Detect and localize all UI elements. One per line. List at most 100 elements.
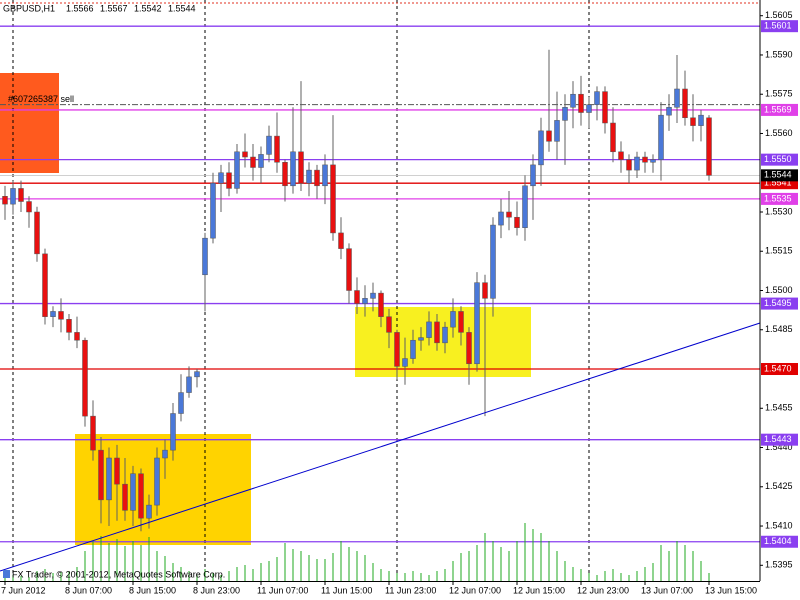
candle-body [458, 311, 464, 333]
volumes [4, 523, 710, 581]
candle-body [514, 216, 520, 228]
candle-body [666, 107, 672, 116]
candle-body [570, 93, 576, 108]
candle-body [698, 114, 704, 126]
x-tick-label: 12 Jun 07:00 [449, 585, 501, 595]
price-level-label: 1.5470 [764, 363, 792, 373]
x-tick-label: 7 Jun 2012 [1, 585, 46, 595]
candle-body [218, 172, 224, 184]
y-tick-label: 1.5590 [765, 49, 793, 59]
candle-body [18, 188, 24, 202]
price-level-label: 1.5569 [764, 104, 792, 114]
candle-body [298, 151, 304, 184]
candle-body [546, 130, 552, 142]
candle-body [402, 358, 408, 367]
x-tick-label: 8 Jun 23:00 [193, 585, 240, 595]
supply-zone [0, 73, 59, 173]
x-tick-label: 12 Jun 23:00 [577, 585, 629, 595]
price-level-tag [761, 535, 798, 548]
candle-body [626, 159, 632, 171]
candle-body [530, 164, 536, 187]
candle-body [82, 339, 88, 417]
candle-body [50, 311, 56, 317]
candle-body [578, 93, 584, 113]
price-level-label: 1.5443 [764, 434, 792, 444]
price-level-tag [761, 297, 798, 310]
symbol-title: GBPUSD,H1 [3, 3, 55, 13]
y-tick-label: 1.5425 [765, 481, 793, 491]
y-tick-label: 1.5455 [765, 403, 793, 413]
candle-body [466, 332, 472, 365]
y-tick-label: 1.5395 [765, 560, 793, 570]
price-level-tag [761, 103, 798, 116]
candle-body [250, 156, 256, 168]
candle-body [26, 201, 32, 213]
x-tick-label: 11 Jun 23:00 [385, 585, 436, 595]
candle-body [106, 457, 112, 501]
candle-body [114, 457, 120, 485]
price-level-label: 1.5541 [764, 178, 792, 188]
x-tick-label: 13 Jun 15:00 [705, 585, 757, 595]
candle-body [194, 371, 200, 378]
candle-body [178, 392, 184, 414]
candle-body [10, 188, 16, 205]
header-close: 1.5544 [168, 3, 196, 13]
price-level-label: 1.5535 [764, 193, 792, 203]
price-level-label: 1.5550 [764, 154, 792, 164]
x-tick-label: 13 Jun 07:00 [641, 585, 693, 595]
y-tick-label: 1.5575 [765, 89, 793, 99]
candle-body [602, 91, 608, 124]
candle-body [490, 224, 496, 299]
candle-body [378, 292, 384, 317]
candle-body [362, 298, 368, 304]
candle-body [290, 151, 296, 187]
copyright: FX Trader, © 2001-2012, MetaQuotes Softw… [12, 569, 225, 579]
candle-body [90, 415, 96, 451]
candle-body [610, 122, 616, 153]
candle-body [282, 162, 288, 187]
price-level-label: 1.5495 [764, 298, 792, 308]
candle-body [2, 196, 8, 205]
candle-body [210, 182, 216, 239]
y-tick-label: 1.5515 [765, 246, 793, 256]
candle-body [650, 159, 656, 163]
axis-labels: 1.5605 1.5590 1.5575 1.5560 1.5530 1.5515 1.55… [1, 10, 798, 595]
candle-body [130, 473, 136, 511]
candle-body [690, 117, 696, 126]
candle-body [426, 321, 432, 338]
candle-body [138, 473, 144, 519]
header-high: 1.5567 [100, 3, 128, 13]
current-price-tag [761, 169, 798, 182]
candle-body [226, 172, 232, 189]
order-label: #607265387 sell [8, 94, 74, 104]
candle-body [506, 211, 512, 218]
candle-body [170, 413, 176, 451]
candle-body [434, 321, 440, 344]
candle-body [234, 151, 240, 189]
y-tick-label: 1.5440 [765, 442, 793, 452]
candle-body [474, 282, 480, 365]
candle-body [450, 311, 456, 328]
candle-body [562, 107, 568, 121]
y-tick-label: 1.5560 [765, 128, 793, 138]
y-tick-label: 1.5410 [765, 520, 793, 530]
candle-body [258, 154, 264, 168]
candle-body [354, 290, 360, 304]
y-tick-label: 1.5485 [765, 324, 793, 334]
y-tick-label: 1.5500 [765, 285, 793, 295]
price-level-tag [761, 363, 798, 376]
price-level-label: 1.5404 [764, 536, 792, 546]
candle-body [322, 164, 328, 187]
candle-body [338, 232, 344, 249]
candle-body [346, 248, 352, 291]
candle-body [498, 211, 504, 226]
copyright-icon [3, 570, 10, 578]
candle-body [58, 311, 64, 320]
x-tick-label: 11 Jun 07:00 [257, 585, 308, 595]
candle-body [202, 237, 208, 276]
candle-body [66, 319, 72, 333]
price-level-tag [761, 192, 798, 205]
current-price-label: 1.5544 [764, 170, 792, 180]
